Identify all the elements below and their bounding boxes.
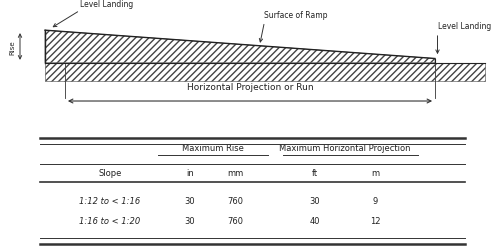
Text: Horizontal Projection or Run: Horizontal Projection or Run bbox=[186, 83, 314, 92]
Text: Level Landing: Level Landing bbox=[80, 0, 133, 9]
Text: Rise: Rise bbox=[10, 40, 16, 55]
Text: Level Landing: Level Landing bbox=[438, 22, 491, 31]
Polygon shape bbox=[45, 64, 485, 82]
Text: 9: 9 bbox=[372, 197, 378, 205]
Text: 1:12 to < 1:16: 1:12 to < 1:16 bbox=[80, 197, 140, 205]
Text: 1:16 to < 1:20: 1:16 to < 1:20 bbox=[80, 216, 140, 225]
Text: in: in bbox=[186, 169, 194, 178]
Text: Maximum Rise: Maximum Rise bbox=[182, 144, 244, 153]
Text: 30: 30 bbox=[184, 216, 196, 225]
Polygon shape bbox=[45, 31, 435, 64]
Text: m: m bbox=[371, 169, 379, 178]
Text: Surface of Ramp: Surface of Ramp bbox=[264, 11, 328, 20]
Text: mm: mm bbox=[227, 169, 243, 178]
Text: Slope: Slope bbox=[98, 169, 122, 178]
Text: Maximum Horizontal Projection: Maximum Horizontal Projection bbox=[279, 144, 411, 153]
Text: 40: 40 bbox=[310, 216, 320, 225]
Text: 12: 12 bbox=[370, 216, 380, 225]
Text: 760: 760 bbox=[227, 216, 243, 225]
Text: 30: 30 bbox=[184, 197, 196, 205]
Text: ft: ft bbox=[312, 169, 318, 178]
Text: 30: 30 bbox=[310, 197, 320, 205]
Text: 760: 760 bbox=[227, 197, 243, 205]
